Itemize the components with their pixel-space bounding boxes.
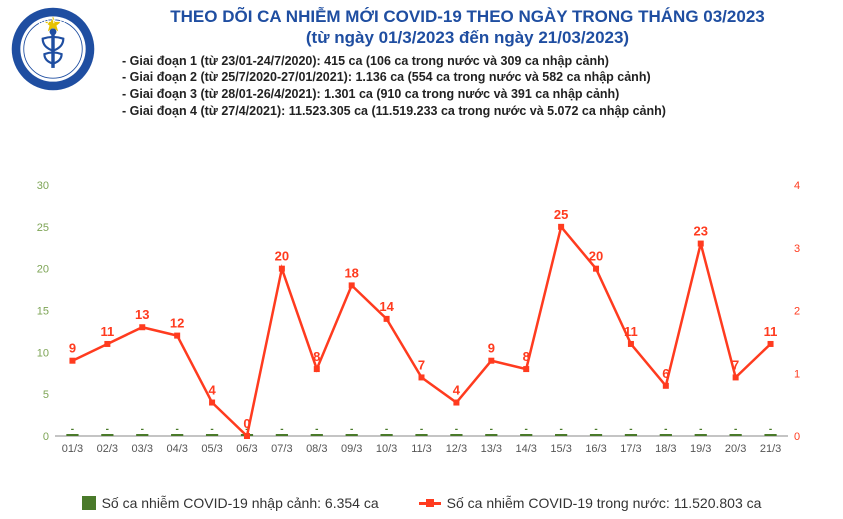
legend-bar-label: Số ca nhiễm COVID-19 nhập cảnh: 6.354 ca <box>102 495 379 511</box>
svg-text:19/3: 19/3 <box>690 443 711 455</box>
svg-text:9: 9 <box>69 341 76 356</box>
svg-text:-: - <box>71 424 74 435</box>
svg-text:-: - <box>175 424 178 435</box>
svg-text:8: 8 <box>313 349 320 364</box>
svg-text:11: 11 <box>100 324 114 339</box>
svg-text:-: - <box>594 424 597 435</box>
svg-text:17/3: 17/3 <box>620 443 641 455</box>
title-line-1: THEO DÕI CA NHIỄM MỚI COVID-19 THEO NGÀY… <box>102 6 833 27</box>
line-swatch <box>419 502 441 505</box>
chart-svg: 05101520253001234---------------------01… <box>25 175 818 464</box>
svg-text:01/3: 01/3 <box>62 443 83 455</box>
svg-text:2: 2 <box>794 306 800 318</box>
logo-svg: BỘ Y TẾ MINISTRY OF HEALTH <box>10 6 96 92</box>
svg-text:-: - <box>280 424 283 435</box>
header: BỘ Y TẾ MINISTRY OF HEALTH THEO DÕI CA N… <box>0 0 843 122</box>
phase-4: - Giai đoạn 4 (từ 27/4/2021): 11.523.305… <box>122 103 833 120</box>
svg-text:05/3: 05/3 <box>201 443 222 455</box>
svg-text:12/3: 12/3 <box>446 443 467 455</box>
svg-text:7: 7 <box>418 357 425 372</box>
svg-text:-: - <box>525 424 528 435</box>
legend-bar: Số ca nhiễm COVID-19 nhập cảnh: 6.354 ca <box>82 495 379 511</box>
svg-text:9: 9 <box>488 341 495 356</box>
svg-text:-: - <box>385 424 388 435</box>
svg-text:02/3: 02/3 <box>97 443 118 455</box>
legend: Số ca nhiễm COVID-19 nhập cảnh: 6.354 ca… <box>0 495 843 511</box>
svg-text:4: 4 <box>208 383 216 398</box>
svg-text:30: 30 <box>37 180 49 192</box>
svg-text:-: - <box>106 424 109 435</box>
phase-2: - Giai đoạn 2 (từ 25/7/2020-27/01/2021):… <box>122 69 833 86</box>
svg-text:-: - <box>769 424 772 435</box>
svg-text:16/3: 16/3 <box>585 443 606 455</box>
svg-text:-: - <box>734 424 737 435</box>
svg-text:7: 7 <box>732 357 739 372</box>
svg-text:0: 0 <box>243 416 250 431</box>
phase-3: - Giai đoạn 3 (từ 28/01-26/4/2021): 1.30… <box>122 86 833 103</box>
bar-swatch <box>82 496 96 510</box>
svg-text:-: - <box>350 424 353 435</box>
svg-text:11/3: 11/3 <box>411 443 432 455</box>
svg-text:25: 25 <box>37 222 49 234</box>
ministry-logo: BỘ Y TẾ MINISTRY OF HEALTH <box>10 6 96 92</box>
svg-text:-: - <box>420 424 423 435</box>
svg-text:4: 4 <box>794 180 800 192</box>
svg-text:4: 4 <box>453 383 461 398</box>
svg-text:11: 11 <box>764 324 778 339</box>
svg-text:10: 10 <box>37 347 49 359</box>
svg-text:-: - <box>490 424 493 435</box>
svg-text:25: 25 <box>554 207 568 222</box>
svg-text:23: 23 <box>694 224 708 239</box>
svg-text:-: - <box>664 424 667 435</box>
svg-text:6: 6 <box>662 366 669 381</box>
legend-line: Số ca nhiễm COVID-19 trong nước: 11.520.… <box>419 495 762 511</box>
svg-text:3: 3 <box>794 243 800 255</box>
svg-text:09/3: 09/3 <box>341 443 362 455</box>
svg-text:21/3: 21/3 <box>760 443 781 455</box>
svg-text:10/3: 10/3 <box>376 443 397 455</box>
svg-text:14/3: 14/3 <box>516 443 537 455</box>
svg-text:20/3: 20/3 <box>725 443 746 455</box>
svg-text:14: 14 <box>379 299 394 314</box>
svg-text:-: - <box>315 424 318 435</box>
svg-text:20: 20 <box>37 264 49 276</box>
svg-text:18/3: 18/3 <box>655 443 676 455</box>
svg-text:12: 12 <box>170 316 184 331</box>
svg-text:-: - <box>699 424 702 435</box>
svg-text:8: 8 <box>523 349 530 364</box>
svg-text:13: 13 <box>135 307 149 322</box>
chart-area: 05101520253001234---------------------01… <box>25 175 818 464</box>
phase-1: - Giai đoạn 1 (từ 23/01-24/7/2020): 415 … <box>122 53 833 70</box>
svg-text:06/3: 06/3 <box>236 443 257 455</box>
svg-text:-: - <box>455 424 458 435</box>
svg-text:08/3: 08/3 <box>306 443 327 455</box>
svg-text:11: 11 <box>624 324 638 339</box>
svg-text:-: - <box>559 424 562 435</box>
svg-text:0: 0 <box>43 431 49 443</box>
svg-text:20: 20 <box>275 249 289 264</box>
svg-text:18: 18 <box>344 265 358 280</box>
svg-text:0: 0 <box>794 431 800 443</box>
svg-text:-: - <box>141 424 144 435</box>
svg-text:13/3: 13/3 <box>481 443 502 455</box>
title-line-2: (từ ngày 01/3/2023 đến ngày 21/03/2023) <box>102 27 833 48</box>
header-text: THEO DÕI CA NHIỄM MỚI COVID-19 THEO NGÀY… <box>96 6 833 120</box>
legend-line-label: Số ca nhiễm COVID-19 trong nước: 11.520.… <box>447 495 762 511</box>
svg-text:15/3: 15/3 <box>550 443 571 455</box>
svg-text:-: - <box>629 424 632 435</box>
chart-title: THEO DÕI CA NHIỄM MỚI COVID-19 THEO NGÀY… <box>102 6 833 49</box>
svg-text:03/3: 03/3 <box>132 443 153 455</box>
svg-text:15: 15 <box>37 306 49 318</box>
svg-text:20: 20 <box>589 249 603 264</box>
svg-text:04/3: 04/3 <box>166 443 187 455</box>
svg-text:07/3: 07/3 <box>271 443 292 455</box>
svg-text:1: 1 <box>794 368 800 380</box>
phase-list: - Giai đoạn 1 (từ 23/01-24/7/2020): 415 … <box>102 53 833 121</box>
svg-text:-: - <box>210 424 213 435</box>
svg-text:5: 5 <box>43 389 49 401</box>
